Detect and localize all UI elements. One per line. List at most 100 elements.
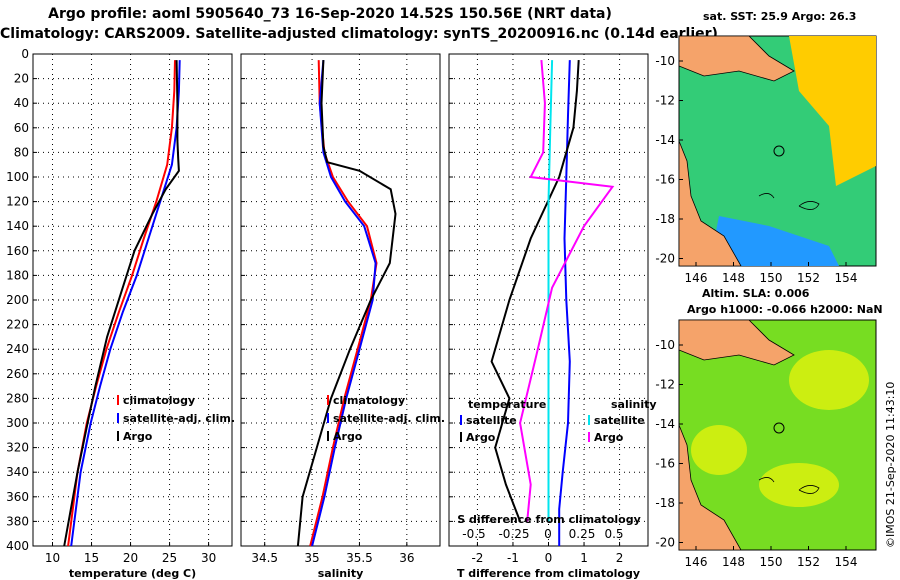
lon-tick-label: 154 <box>835 555 858 569</box>
lat-tick-label: -16 <box>655 457 675 471</box>
xtick-label: 35 <box>304 551 319 565</box>
lat-tick-label: -12 <box>655 378 675 392</box>
ytick-label: 260 <box>6 367 29 381</box>
argo-position-marker <box>773 145 785 157</box>
xtick-label: 35.5 <box>346 551 373 565</box>
lat-tick-label: -14 <box>655 417 675 431</box>
ytick-label: 80 <box>14 145 29 159</box>
lat-tick-label: -20 <box>655 536 675 550</box>
legend-label: Argo <box>594 431 624 444</box>
ytick-label: 140 <box>6 219 29 233</box>
lat-tick-label: -18 <box>655 496 675 510</box>
x2tick-label: -0.25 <box>498 527 529 541</box>
lon-tick-label: 148 <box>722 271 745 285</box>
sla-map <box>678 319 877 551</box>
x2tick-label: 0.5 <box>604 527 623 541</box>
land-png <box>678 35 795 82</box>
xtick-label: 2 <box>616 551 624 565</box>
legend-title-temperature: temperature <box>468 398 546 411</box>
lat-tick-label: -10 <box>655 54 675 68</box>
lon-tick-label: 146 <box>685 271 708 285</box>
ytick-label: 240 <box>6 342 29 356</box>
credit-text: ©IMOS 21-Sep-2020 11:43:10 <box>884 381 897 548</box>
chart-title-line2: Climatology: CARS2009. Satellite-adjuste… <box>0 26 718 42</box>
x2tick-label: 0 <box>544 527 552 541</box>
xtick-label: -1 <box>507 551 519 565</box>
xtick-label: 30 <box>201 551 216 565</box>
lon-tick-label: 154 <box>835 271 858 285</box>
ytick-label: 120 <box>6 195 29 209</box>
plot-frame-1 <box>240 53 441 547</box>
series-line-argo <box>63 60 180 547</box>
ytick-label: 220 <box>6 318 29 332</box>
lat-tick-label: -12 <box>655 94 675 108</box>
ytick-label: 100 <box>6 170 29 184</box>
lat-tick-label: -16 <box>655 173 675 187</box>
legend-label: satellite <box>594 414 645 427</box>
xtick-label: 36 <box>399 551 414 565</box>
ytick-label: 160 <box>6 244 29 258</box>
lon-tick-label: 150 <box>760 271 783 285</box>
plot-frame-0 <box>32 53 233 547</box>
reef-contour <box>758 477 820 494</box>
ytick-label: 0 <box>21 47 29 61</box>
x2tick-label: 0.25 <box>569 527 596 541</box>
ytick-label: 20 <box>14 72 29 86</box>
ytick-label: 200 <box>6 293 29 307</box>
series-line-satellite-adj-clim- <box>311 60 377 547</box>
lat-tick-label: -10 <box>655 338 675 352</box>
legend-label: satellite <box>466 414 517 427</box>
legend-label: satellite-adj. clim. <box>123 412 235 425</box>
lon-tick-label: 146 <box>685 555 708 569</box>
legend-label: Argo <box>123 430 153 443</box>
series-line-s-argo <box>519 60 615 522</box>
legend-label: satellite-adj. clim. <box>333 412 445 425</box>
xtick-label: 1 <box>580 551 588 565</box>
x-axis-label: temperature (deg C) <box>69 567 196 580</box>
xtick-label: 34.5 <box>251 551 278 565</box>
series-line-s-satellite <box>547 60 554 522</box>
sst-map-title: sat. SST: 25.9 Argo: 26.3 <box>703 10 857 23</box>
sla-map-title-1: Altim. SLA: 0.006 <box>702 287 810 300</box>
sla-map-title-2: Argo h1000: -0.066 h2000: NaN <box>687 303 883 316</box>
xtick-label: 0 <box>545 551 553 565</box>
legend-title-salinity: salinity <box>611 398 657 411</box>
lon-tick-label: 148 <box>722 555 745 569</box>
x2-axis-label: S difference from climatology <box>457 513 641 526</box>
ytick-label: 60 <box>14 121 29 135</box>
xtick-label: 25 <box>162 551 177 565</box>
x-axis-label: T difference from climatology <box>457 567 640 580</box>
sla-high-region <box>759 463 839 507</box>
reef-contour <box>758 193 820 210</box>
x2tick-label: -0.5 <box>462 527 485 541</box>
sst-cool-region <box>709 216 839 266</box>
lat-tick-label: -14 <box>655 133 675 147</box>
ytick-label: 380 <box>6 514 29 528</box>
argo-position-marker <box>773 422 785 434</box>
sst-warm-region <box>789 36 876 186</box>
legend-label: climatology <box>123 394 195 407</box>
land-queensland <box>678 140 742 267</box>
sla-high-region <box>789 350 869 410</box>
lat-tick-label: -18 <box>655 212 675 226</box>
legend-label: Argo <box>333 430 363 443</box>
sst-map <box>678 35 877 267</box>
legend-label: climatology <box>333 394 405 407</box>
xtick-label: -2 <box>471 551 483 565</box>
ytick-label: 340 <box>6 465 29 479</box>
lon-tick-label: 150 <box>760 555 783 569</box>
sla-high-region <box>691 425 747 475</box>
lat-tick-label: -20 <box>655 252 675 266</box>
x-axis-label: salinity <box>318 567 364 580</box>
series-line-argo <box>296 60 397 547</box>
xtick-label: 20 <box>123 551 138 565</box>
legend-label: Argo <box>466 431 496 444</box>
ytick-label: 300 <box>6 416 29 430</box>
xtick-label: 15 <box>84 551 99 565</box>
ytick-label: 180 <box>6 268 29 282</box>
ytick-label: 400 <box>6 539 29 553</box>
chart-title-line1: Argo profile: aoml 5905640_73 16-Sep-202… <box>48 6 612 22</box>
lon-tick-label: 152 <box>797 271 820 285</box>
ytick-label: 40 <box>14 96 29 110</box>
